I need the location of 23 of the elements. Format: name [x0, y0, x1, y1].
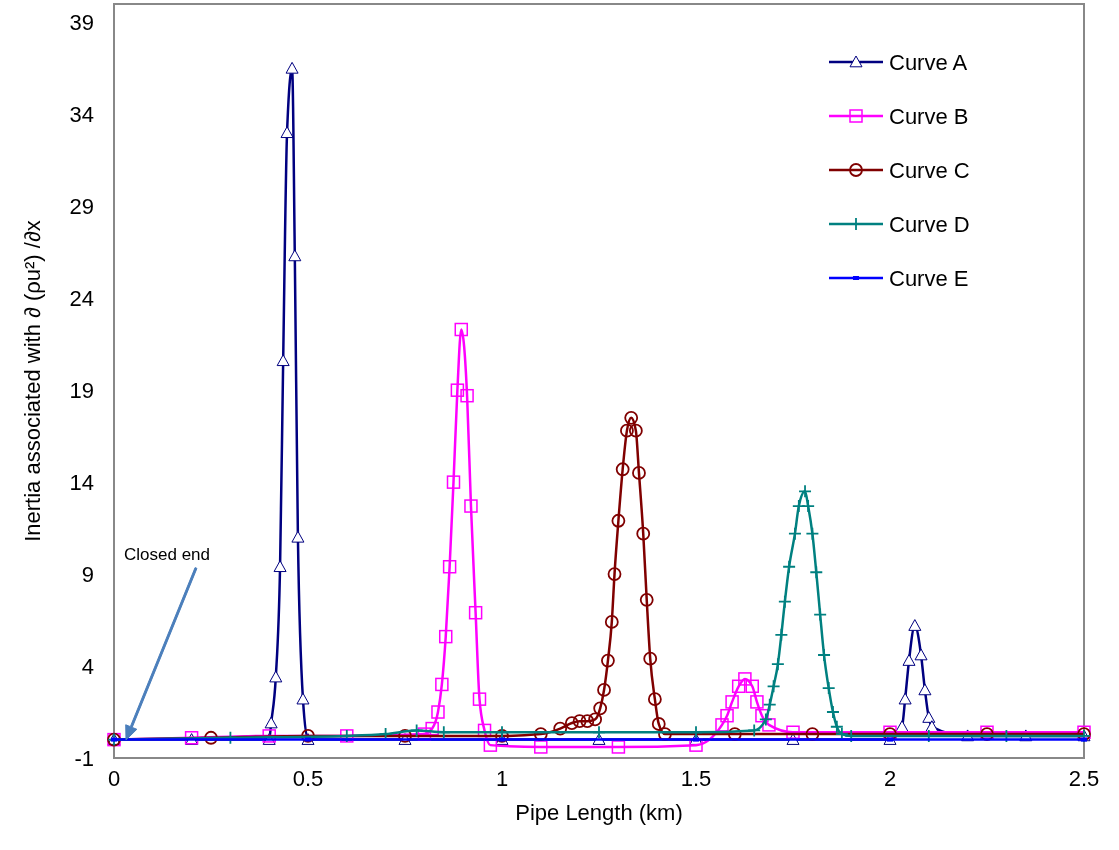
- x-tick-label: 0.5: [292, 766, 324, 791]
- x-tick-label: 2.5: [1068, 766, 1100, 791]
- x-axis-title: Pipe Length (km): [515, 800, 683, 825]
- y-tick-label: 14: [69, 470, 94, 496]
- legend-label: Curve B: [889, 104, 969, 129]
- x-tick-label: 2: [883, 766, 897, 791]
- y-tick-label: 9: [81, 562, 94, 588]
- annotation: Closed end: [124, 545, 211, 564]
- legend-label: Curve A: [889, 50, 968, 75]
- x-tick-label: 1: [495, 766, 509, 791]
- y-tick-label: 34: [69, 102, 94, 128]
- y-tick-label: -1: [74, 746, 94, 771]
- x-tick-label: 0: [107, 766, 121, 791]
- legend-label: Curve E: [889, 266, 969, 291]
- y-tick-label: 39: [69, 10, 94, 36]
- y-tick-label: 19: [69, 378, 94, 404]
- y-axis-title: Inertia associated with ∂ (ρu²) /∂x: [20, 220, 45, 542]
- y-tick-label: 29: [69, 194, 94, 220]
- legend-label: Curve D: [889, 212, 970, 237]
- y-tick-label: 24: [69, 286, 94, 312]
- x-tick-label: 1.5: [680, 766, 712, 791]
- legend-label: Curve C: [889, 158, 970, 183]
- y-tick-label: 4: [81, 654, 94, 680]
